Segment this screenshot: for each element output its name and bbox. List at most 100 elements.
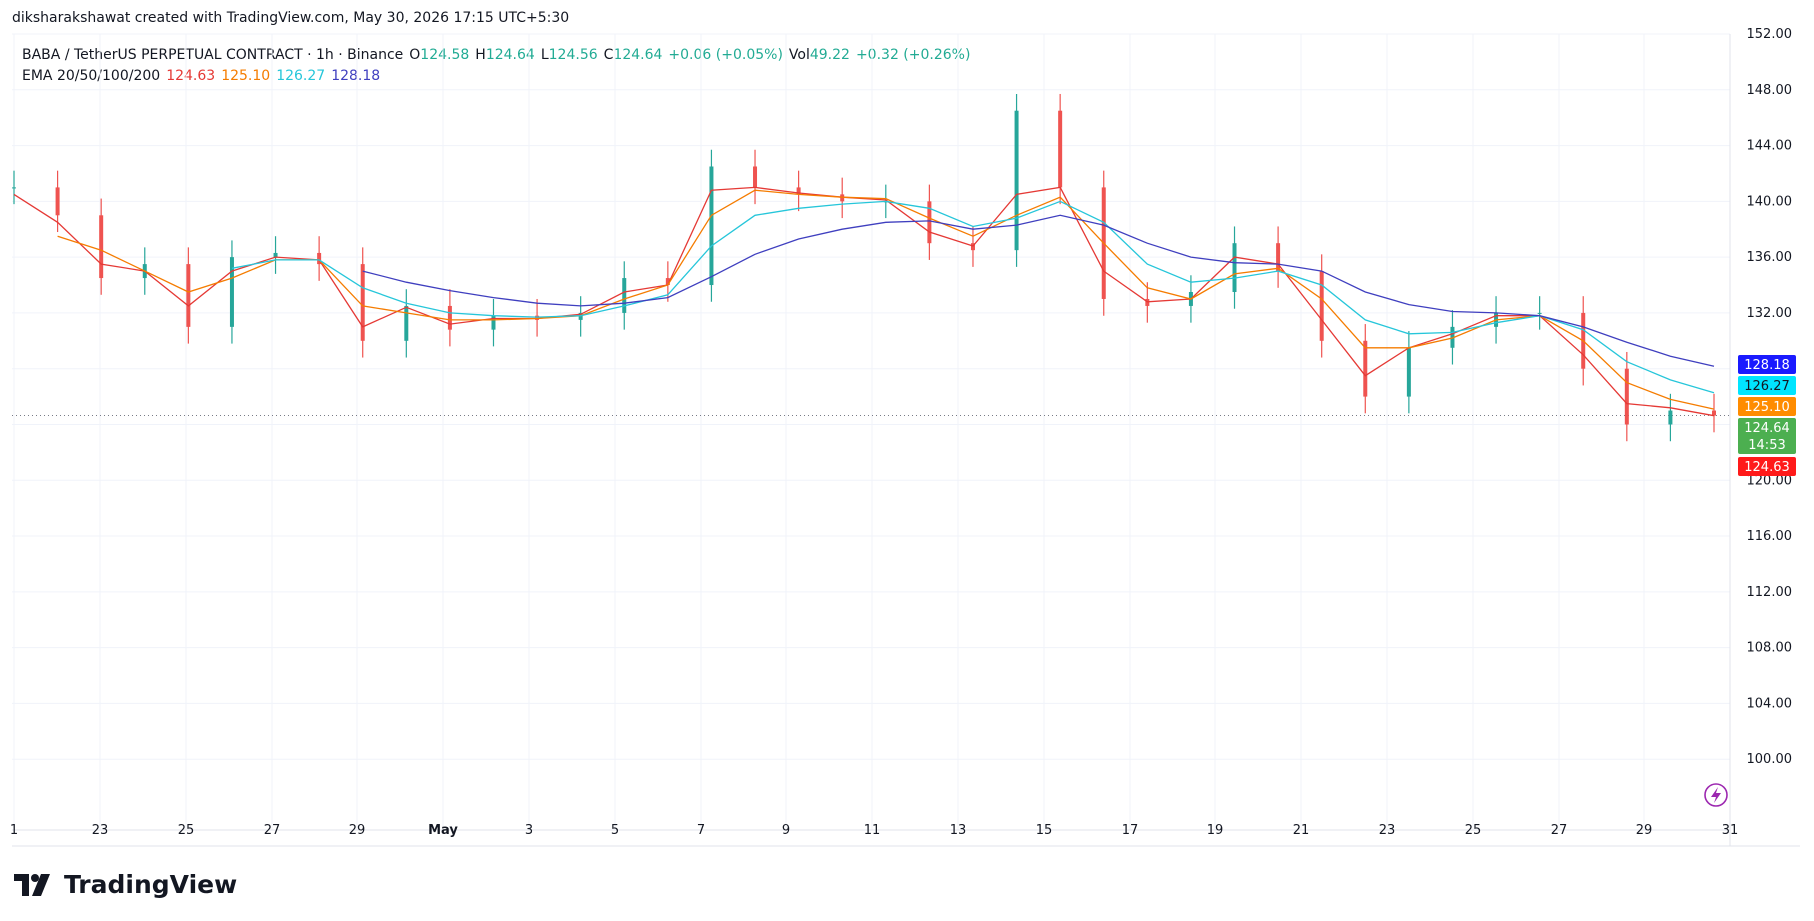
low-value: 124.56	[548, 47, 598, 63]
y-tick-label: 152.00	[1747, 27, 1793, 42]
x-tick-label: 13	[950, 823, 967, 838]
price-bar	[1058, 93, 1063, 205]
x-tick-label: May	[428, 823, 458, 838]
price-bar	[753, 149, 758, 205]
x-tick-label: 27	[1551, 823, 1568, 838]
time-axis[interactable]: 1 23 25 27 29 May 3 5 7 9 11 13 15 17 19 21 23 25 27 29 31	[10, 823, 1738, 838]
ohlc-high: H124.64	[475, 45, 535, 66]
x-tick-label: 11	[864, 823, 881, 838]
price-bars	[12, 93, 1716, 442]
close-price-badge-text: 124.64	[1744, 421, 1790, 436]
price-bar	[1363, 324, 1368, 414]
x-tick-label: 7	[697, 823, 705, 838]
price-bar	[970, 226, 975, 267]
vol-value: 49.22	[809, 47, 850, 63]
y-tick-label: 148.00	[1747, 83, 1793, 98]
price-bar	[1232, 226, 1237, 309]
volume: Vol49.22	[789, 45, 850, 66]
price-bar	[1668, 393, 1673, 442]
ohlc-low: L124.56	[541, 45, 598, 66]
ema100-badge-text: 126.27	[1744, 379, 1790, 394]
ema100-value: 126.27	[276, 68, 326, 84]
ema100-badge: 126.27	[1738, 376, 1796, 395]
ohlc-close: C124.64	[604, 45, 663, 66]
y-tick-label: 112.00	[1747, 585, 1793, 600]
lightning-icon[interactable]	[1704, 783, 1728, 807]
y-tick-label: 144.00	[1747, 139, 1793, 154]
x-tick-label: 23	[92, 823, 109, 838]
symbol-title[interactable]: BABA / TetherUS PERPETUAL CONTRACT · 1h …	[22, 47, 404, 63]
vol-label: Vol	[788, 47, 810, 63]
price-bar	[1406, 331, 1411, 414]
x-tick-label: 5	[611, 823, 619, 838]
x-tick-label: 25	[178, 823, 195, 838]
open-value: 124.58	[420, 47, 470, 63]
price-bar	[186, 247, 191, 344]
ema50-badge-text: 125.10	[1744, 400, 1790, 415]
price-bar	[12, 170, 16, 205]
y-tick-label: 116.00	[1747, 529, 1793, 544]
price-bar	[317, 236, 322, 281]
price-bar	[796, 170, 801, 212]
tradingview-brand[interactable]: TradingView	[14, 870, 237, 899]
ema200-badge: 128.18	[1738, 355, 1796, 374]
high-value: 124.64	[485, 47, 535, 63]
x-tick-label: 29	[1636, 823, 1653, 838]
ema200-badge-text: 128.18	[1744, 358, 1790, 373]
y-tick-label: 104.00	[1747, 696, 1793, 711]
y-tick-label: 100.00	[1747, 752, 1793, 767]
price-bar	[840, 177, 845, 219]
tradingview-logo-icon	[14, 873, 50, 896]
y-tick-label: 132.00	[1747, 306, 1793, 321]
countdown-text: 14:53	[1748, 438, 1785, 453]
x-tick-label: 9	[782, 823, 790, 838]
price-bar	[1537, 296, 1542, 330]
low-label: L	[540, 47, 549, 63]
ohlc-open: O124.58	[409, 45, 469, 66]
price-bar	[273, 236, 278, 274]
x-tick-label: 21	[1293, 823, 1310, 838]
price-bar	[535, 298, 540, 337]
ema20-badge-text: 124.63	[1744, 460, 1790, 475]
x-tick-label: 31	[1722, 823, 1739, 838]
x-tick-label: 27	[264, 823, 281, 838]
close-value: 124.64	[613, 47, 663, 63]
price-bar	[1276, 226, 1281, 288]
x-tick-label: 25	[1465, 823, 1482, 838]
ema200-value: 128.18	[331, 68, 381, 84]
price-bar	[1319, 254, 1324, 358]
x-tick-label: 1	[10, 823, 18, 838]
chart-grid	[12, 33, 1731, 830]
x-tick-label: 3	[525, 823, 533, 838]
x-tick-label: 17	[1122, 823, 1139, 838]
price-bar	[404, 289, 409, 358]
ema20-line	[13, 186, 1715, 417]
price-bar	[578, 296, 583, 337]
price-bar	[927, 184, 932, 260]
ema-label[interactable]: EMA 20/50/100/200	[22, 68, 161, 84]
y-tick-label: 120.00	[1747, 473, 1793, 488]
price-bar	[360, 247, 365, 358]
y-tick-label: 136.00	[1747, 250, 1793, 265]
ema-row: EMA 20/50/100/200 124.63 125.10 126.27 1…	[22, 66, 976, 87]
y-tick-label: 108.00	[1747, 641, 1793, 656]
y-tick-label: 140.00	[1747, 194, 1793, 209]
ohlc-row: BABA / TetherUS PERPETUAL CONTRACT · 1h …	[22, 45, 976, 66]
price-bar	[709, 149, 714, 302]
x-tick-label: 23	[1379, 823, 1396, 838]
x-tick-label: 15	[1036, 823, 1053, 838]
close-price-badge: 124.64 14:53	[1738, 418, 1796, 454]
ema20-badge: 124.63	[1738, 457, 1796, 476]
price-chart[interactable]: 100.00104.00108.00112.00116.00120.00124.…	[0, 0, 1814, 860]
ema50-line	[57, 189, 1715, 410]
price-badges: 128.18 126.27 125.10 124.64 14:53 124.63	[1738, 355, 1796, 476]
ema50-value: 125.10	[221, 68, 271, 84]
axis-lines	[12, 34, 1800, 847]
vol-change: +0.32 (+0.26%)	[855, 47, 971, 63]
tradingview-brand-text: TradingView	[64, 870, 238, 899]
price-bar	[1624, 351, 1629, 442]
open-label: O	[409, 47, 421, 63]
ema20-value: 124.63	[166, 68, 216, 84]
chart-credit: diksharakshawat created with TradingView…	[12, 10, 570, 26]
high-label: H	[475, 47, 486, 63]
